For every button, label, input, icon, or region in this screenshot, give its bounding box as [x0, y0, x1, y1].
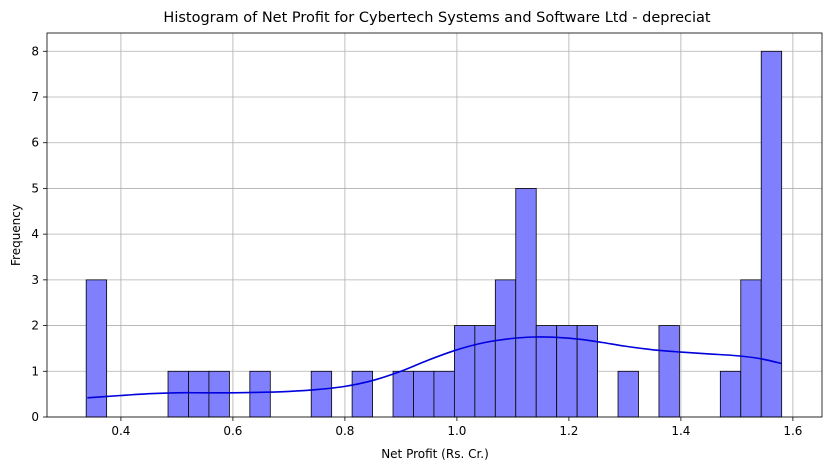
y-tick-label: 4	[31, 227, 39, 241]
histogram-bars	[85, 50, 783, 418]
histogram-bar	[719, 370, 742, 418]
histogram-bar	[208, 370, 230, 418]
x-tick-label: 0.4	[111, 424, 130, 438]
kde-curve	[87, 336, 782, 399]
x-tick-label: 1.2	[559, 424, 578, 438]
histogram-bar	[167, 370, 189, 418]
histogram-bar	[413, 370, 435, 418]
y-tick-label: 7	[31, 90, 39, 104]
histogram-bar	[515, 188, 537, 418]
y-axis-ticks: 0 1 2 3 4 5 6 7 8	[31, 44, 47, 424]
histogram-bar	[740, 279, 762, 418]
x-tick-label: 1.4	[671, 424, 690, 438]
histogram-bar	[433, 370, 455, 418]
plot-frame	[46, 32, 823, 418]
y-tick-label: 2	[31, 319, 39, 333]
histogram-bar	[535, 325, 558, 418]
x-tick-label: 0.8	[335, 424, 354, 438]
histogram-bar	[494, 279, 517, 418]
y-axis-label: Frequency	[9, 204, 23, 266]
x-tick-label: 1.0	[447, 424, 466, 438]
y-tick-label: 6	[31, 136, 39, 150]
histogram-bar	[351, 370, 373, 418]
x-axis-label: Net Profit (Rs. Cr.)	[381, 447, 489, 461]
y-tick-label: 5	[31, 181, 39, 195]
grid-lines	[47, 33, 822, 418]
y-tick-label: 3	[31, 273, 39, 287]
histogram-bar	[658, 325, 680, 418]
x-axis-ticks: 0.4 0.6 0.8 1.0 1.2 1.4 1.6	[111, 417, 802, 438]
histogram-bar	[188, 370, 210, 418]
histogram-bar	[392, 370, 414, 418]
y-tick-label: 1	[31, 364, 39, 378]
x-tick-label: 0.6	[223, 424, 242, 438]
histogram-bar	[617, 370, 639, 418]
histogram-bar	[310, 370, 333, 418]
histogram-bar	[453, 325, 476, 418]
y-tick-label: 0	[31, 410, 39, 424]
histogram-bar	[249, 370, 271, 418]
x-tick-label: 1.6	[783, 424, 802, 438]
histogram-bar	[474, 325, 496, 418]
y-tick-label: 8	[31, 44, 39, 58]
chart-title: Histogram of Net Profit for Cybertech Sy…	[163, 10, 710, 26]
